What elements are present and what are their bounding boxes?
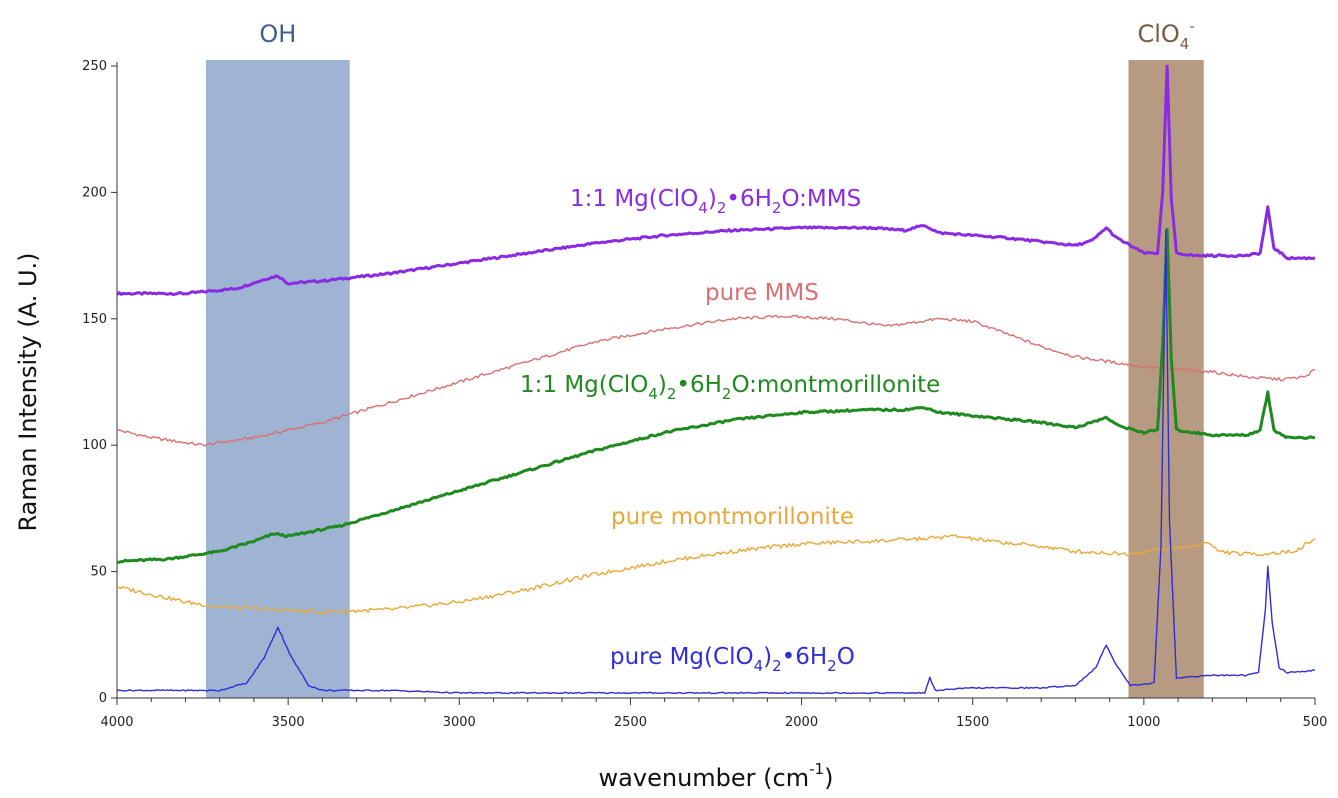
- y-tick-label: 150: [82, 312, 107, 327]
- series-label-pure_mg: pure Mg(ClO4)2•6H2O: [610, 644, 855, 675]
- y-tick-label: 0: [99, 691, 107, 706]
- series-label-pure_mont: pure montmorillonite: [611, 504, 854, 530]
- x-tick-label: 500: [1303, 715, 1328, 730]
- x-tick-label: 3000: [443, 715, 476, 730]
- y-tick-label: 50: [90, 565, 107, 580]
- series-label-mg_mont: 1:1 Mg(ClO4)2•6H2O:montmorillonite: [520, 372, 940, 403]
- series-line-mg_mont: [116, 227, 1315, 564]
- y-tick-label: 250: [82, 59, 107, 74]
- x-axis-title: wavenumber (cm-1): [599, 760, 834, 792]
- x-tick-label: 3500: [272, 715, 305, 730]
- band-label-oh: OH: [259, 20, 296, 48]
- series-line-mg_mms: [116, 64, 1316, 296]
- band-oh: [205, 60, 350, 698]
- series-line-pure_mms: [116, 314, 1316, 447]
- x-tick-label: 1500: [956, 715, 989, 730]
- series-label-pure_mms: pure MMS: [705, 280, 819, 306]
- series-label-mg_mms: 1:1 Mg(ClO4)2•6H2O:MMS: [570, 186, 861, 217]
- series-labels: 1:1 Mg(ClO4)2•6H2O:MMS pure MMS 1:1 Mg(ClO…: [520, 186, 940, 675]
- y-tick-label: 200: [82, 185, 107, 200]
- axis-titles: wavenumber (cm-1) Raman Intensity (A. U.): [14, 252, 833, 792]
- series-line-pure_mg: [116, 229, 1316, 695]
- x-tick-label: 4000: [100, 715, 133, 730]
- chart-axes: 0 50 100 150 200 250 4000 3500 3000 2500 2000 1500 1…: [82, 59, 1327, 730]
- band-label-clo4: ClO4-: [1137, 17, 1194, 53]
- x-tick-label: 2500: [614, 715, 647, 730]
- band-clo4: [1128, 60, 1204, 698]
- x-tick-label: 2000: [785, 715, 818, 730]
- highlight-bands: OH ClO4-: [205, 17, 1204, 698]
- y-axis-title: Raman Intensity (A. U.): [14, 252, 42, 531]
- y-tick-label: 100: [82, 438, 107, 453]
- series-line-pure_mont: [116, 534, 1316, 615]
- spectra-series: [116, 64, 1316, 695]
- x-tick-label: 1000: [1127, 715, 1160, 730]
